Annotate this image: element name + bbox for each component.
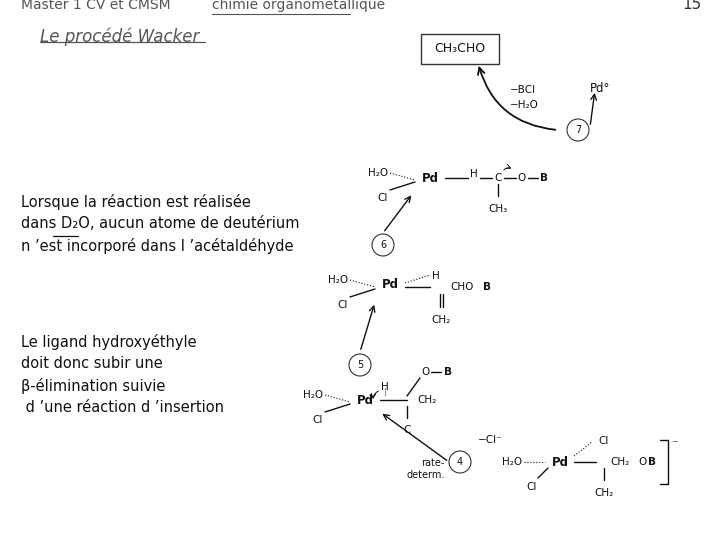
Text: H₂O: H₂O [303,390,323,400]
Text: CH₂: CH₂ [595,488,613,498]
Text: −H₂O: −H₂O [510,100,539,110]
Text: O: O [638,457,647,467]
Text: H: H [432,271,440,281]
Text: doit donc subir une: doit donc subir une [21,356,163,371]
Text: Cl: Cl [527,482,537,492]
Text: CH₂: CH₂ [431,315,451,325]
Text: Pd: Pd [382,279,398,292]
Text: Master 1 CV et CMSM: Master 1 CV et CMSM [21,0,171,12]
Text: 6: 6 [380,240,386,250]
Text: ⁻: ⁻ [671,438,678,451]
Text: B: B [483,282,491,292]
Text: CH₃: CH₃ [488,204,508,214]
Text: Cl: Cl [312,415,323,425]
Text: determ.: determ. [407,470,445,480]
Text: H₂O: H₂O [368,168,388,178]
Text: H: H [470,169,478,179]
Text: d ’une réaction d ’insertion: d ’une réaction d ’insertion [21,400,224,415]
Text: 4: 4 [457,457,463,467]
Text: Lorsque la réaction est réalisée: Lorsque la réaction est réalisée [21,194,251,210]
Text: Cl: Cl [377,193,388,203]
Text: CH₂: CH₂ [417,395,436,405]
Text: β-élimination suivie: β-élimination suivie [21,378,166,394]
Text: Cl: Cl [338,300,348,310]
Text: Pd: Pd [356,394,374,407]
Text: Pd: Pd [421,172,438,185]
Text: CH₂: CH₂ [610,457,629,467]
Text: Pd: Pd [552,456,569,469]
Text: −Cl⁻: −Cl⁻ [477,435,503,445]
Text: 7: 7 [575,125,581,135]
Text: Pd°: Pd° [590,82,611,95]
Text: chimie organométallique: chimie organométallique [212,0,385,12]
Text: −BCl: −BCl [510,85,536,95]
Text: 5: 5 [357,360,363,370]
FancyBboxPatch shape [421,34,499,64]
Text: CH₃CHO: CH₃CHO [434,43,485,56]
Text: H: H [381,382,389,392]
Text: B: B [444,367,452,377]
Text: C: C [403,425,410,435]
Text: n ’est incorporé dans l ’acétaldéhyde: n ’est incorporé dans l ’acétaldéhyde [21,238,294,254]
Text: Le ligand hydroxyéthyle: Le ligand hydroxyéthyle [21,334,197,350]
Text: B: B [540,173,548,183]
Text: Cl: Cl [598,436,608,446]
Text: C: C [495,173,502,183]
Text: H₂O: H₂O [328,275,348,285]
Text: Le procédé Wacker: Le procédé Wacker [40,28,199,46]
Text: O: O [421,367,429,377]
Text: CHO: CHO [450,282,473,292]
Text: H₂O: H₂O [502,457,522,467]
Text: rate-: rate- [422,458,445,468]
Text: B: B [648,457,656,467]
Text: dans D₂O, aucun atome de deutérium: dans D₂O, aucun atome de deutérium [21,216,300,231]
Text: O: O [518,173,526,183]
Text: 15: 15 [683,0,702,12]
